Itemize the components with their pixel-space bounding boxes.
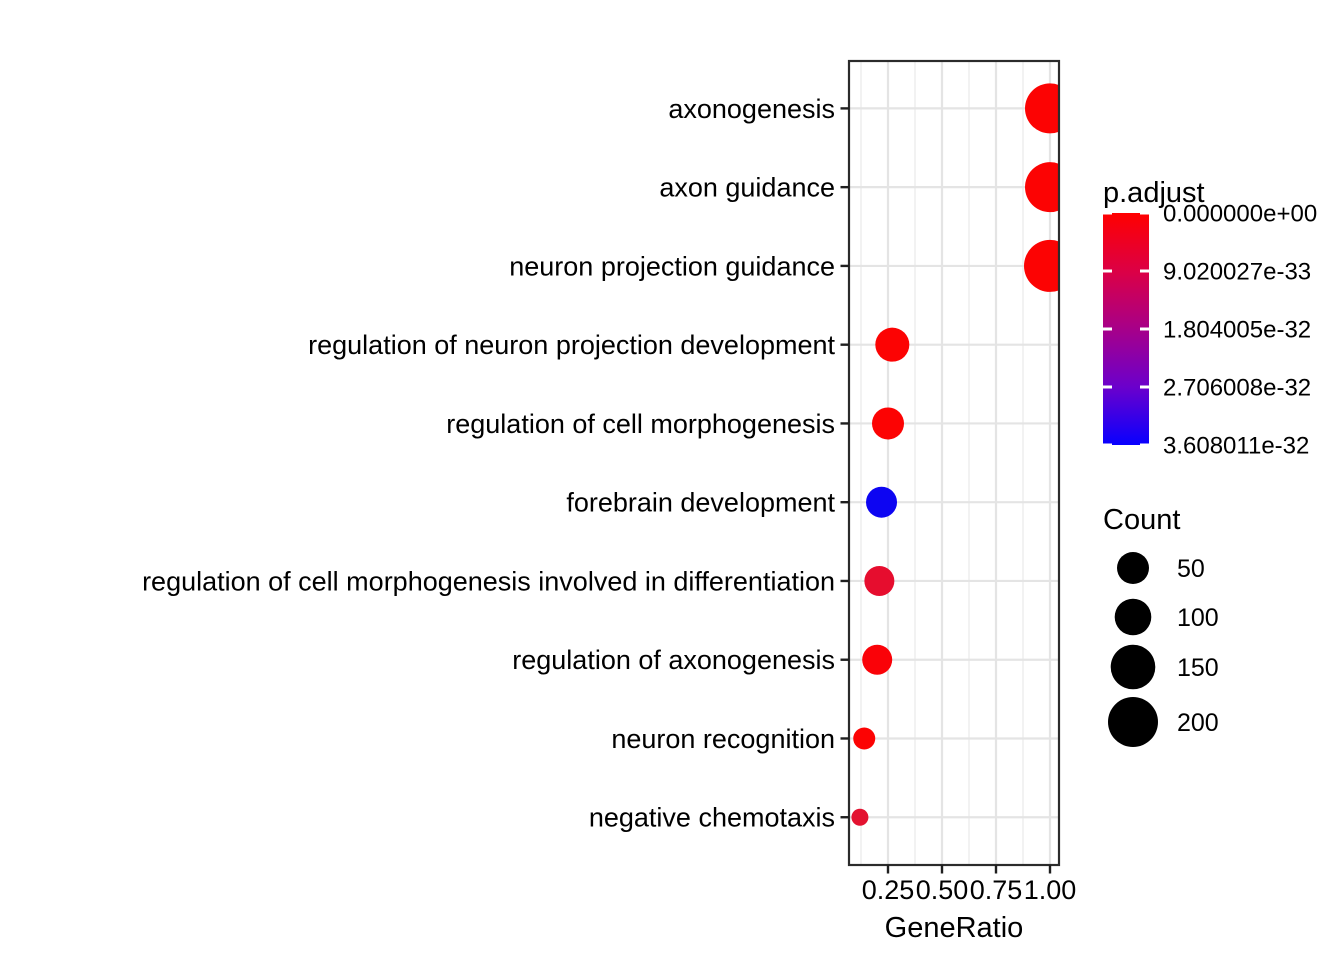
colorbar-tick-label: 9.020027e-33 — [1163, 258, 1311, 285]
data-point — [1024, 239, 1059, 292]
count-legend-label: 100 — [1177, 604, 1219, 632]
x-tick-label: 1.00 — [1024, 875, 1077, 905]
category-label: axonogenesis — [668, 94, 835, 124]
category-label: regulation of cell morphogenesis — [446, 409, 835, 439]
category-label: axon guidance — [659, 173, 835, 203]
count-legend-label: 50 — [1177, 555, 1205, 583]
data-point — [853, 727, 876, 750]
data-points-layer — [851, 83, 1059, 826]
colorbar-tick-label: 2.706008e-32 — [1163, 374, 1311, 401]
data-point — [1025, 162, 1059, 213]
category-label: neuron projection guidance — [509, 251, 835, 281]
count-legend-label: 200 — [1177, 709, 1219, 737]
count-legend-circle — [1114, 598, 1152, 636]
colorbar-tick-label: 0.000000e+00 — [1163, 200, 1317, 227]
category-label: regulation of axonogenesis — [512, 645, 835, 675]
data-point — [875, 327, 910, 362]
count-legend-title: Count — [1103, 504, 1180, 536]
panel-border — [847, 59, 1061, 867]
count-legend-label: 150 — [1177, 654, 1219, 682]
plot-panel — [849, 61, 1059, 865]
category-label: forebrain development — [566, 488, 835, 518]
category-label: regulation of neuron projection developm… — [308, 330, 835, 360]
padjust-legend-title: p.adjust — [1103, 177, 1205, 209]
data-point — [866, 486, 898, 518]
x-tick-label: 0.25 — [862, 875, 915, 905]
count-legend-circle — [1110, 644, 1156, 690]
data-point — [864, 565, 895, 596]
category-label: negative chemotaxis — [589, 803, 835, 833]
count-legend-circle — [1108, 697, 1158, 747]
category-label: neuron recognition — [611, 724, 835, 754]
category-label: regulation of cell morphogenesis involve… — [142, 566, 835, 596]
count-legend-circle — [1117, 552, 1149, 584]
colorbar-tick-label: 3.608011e-32 — [1163, 432, 1309, 459]
x-tick-label: 0.50 — [916, 875, 969, 905]
data-point — [851, 808, 869, 826]
data-point — [862, 644, 893, 675]
colorbar-tick-label: 1.804005e-32 — [1163, 316, 1311, 343]
x-tick-label: 0.75 — [970, 875, 1023, 905]
data-point — [872, 407, 904, 440]
x-axis-title: GeneRatio — [885, 912, 1024, 944]
data-point — [1025, 83, 1059, 134]
